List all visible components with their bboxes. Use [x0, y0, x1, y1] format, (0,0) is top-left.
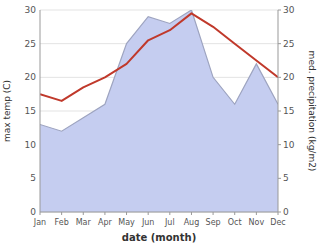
- line: [40, 13, 278, 101]
- y-tick-label: 5: [30, 173, 36, 183]
- y2-axis-label: med. precipitation (kg/m2): [307, 51, 317, 172]
- x-axis-line: [40, 212, 278, 213]
- x-tick: [256, 212, 257, 215]
- y-tick-label: 0: [30, 207, 36, 217]
- x-tick: [213, 212, 214, 215]
- y2-tick-label: 20: [283, 72, 295, 82]
- x-tick: [104, 212, 105, 215]
- y2-axis-line: [278, 10, 279, 212]
- y2-tick-label: 15: [283, 106, 294, 116]
- x-tick: [278, 212, 279, 215]
- area: [40, 10, 278, 212]
- x-tick-label: Dec: [270, 218, 285, 227]
- x-tick-label: Apr: [98, 218, 113, 227]
- x-tick-label: Jun: [141, 218, 155, 227]
- x-tick: [61, 212, 62, 215]
- y2-tick-label: 5: [283, 173, 289, 183]
- y2-tick-label: 25: [283, 39, 294, 49]
- x-tick: [169, 212, 170, 215]
- x-tick: [234, 212, 235, 215]
- y2-tick-label: 30: [283, 5, 295, 15]
- x-tick-label: Oct: [228, 218, 242, 227]
- y-tick-label: 20: [25, 72, 37, 82]
- y-tick-label: 10: [25, 140, 37, 150]
- chart-container: 0 5 10 15 20 25 30 0 5 10 15 20 25 30 Jan Feb Mar Apr May J…: [0, 0, 318, 247]
- area-outline: [40, 10, 278, 131]
- y-tick-label: 25: [25, 39, 36, 49]
- x-tick-label: Jan: [33, 218, 46, 227]
- x-tick-label: Mar: [76, 218, 92, 227]
- y-tick-label: 30: [25, 5, 37, 15]
- x-tick: [40, 212, 41, 215]
- grid-line: [40, 10, 278, 11]
- x-tick-label: Aug: [184, 218, 200, 227]
- x-tick-label: Feb: [55, 218, 69, 227]
- y-axis-line: [40, 10, 41, 212]
- x-tick-label: Sep: [206, 218, 221, 227]
- x-tick: [126, 212, 127, 215]
- x-tick-label: Jul: [164, 218, 175, 227]
- y-axis-label: max temp (C): [2, 80, 12, 142]
- grid-line: [40, 212, 278, 213]
- x-tick-label: May: [118, 218, 135, 227]
- y-tick-label: 15: [25, 106, 36, 116]
- x-tick: [148, 212, 149, 215]
- x-tick: [191, 212, 192, 215]
- grid: [40, 10, 278, 212]
- x-tick: [83, 212, 84, 215]
- chart: 0 5 10 15 20 25 30 0 5 10 15 20 25 30 Jan Feb Mar Apr May J…: [0, 0, 318, 247]
- x-axis-label: date (month): [122, 232, 196, 243]
- plot-area: [40, 10, 278, 212]
- y2-tick-label: 0: [283, 207, 289, 217]
- x-tick-label: Nov: [249, 218, 265, 227]
- y2-tick-label: 10: [283, 140, 295, 150]
